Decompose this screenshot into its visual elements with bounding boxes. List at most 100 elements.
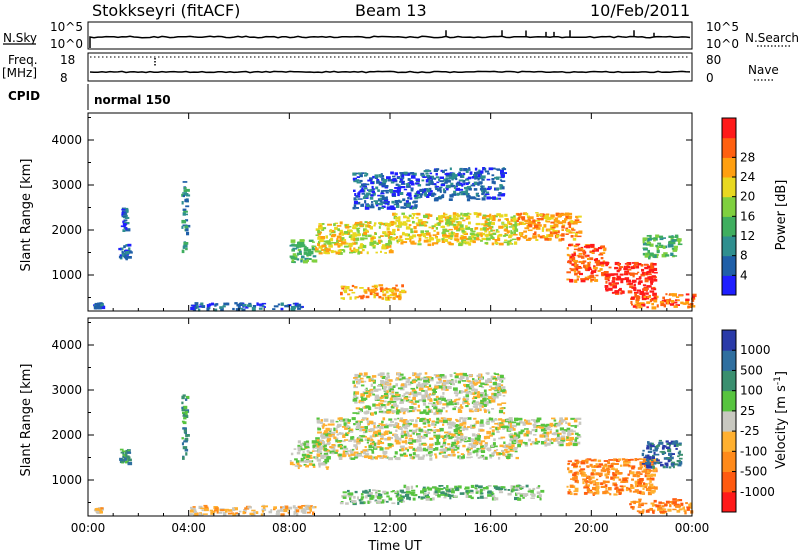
- data-cell: [361, 193, 365, 195]
- data-cell: [380, 240, 383, 243]
- data-cell: [641, 480, 644, 483]
- data-cell: [428, 179, 433, 182]
- data-cell: [363, 187, 368, 190]
- data-cell: [181, 201, 184, 205]
- data-cell: [428, 226, 432, 229]
- data-cell: [499, 186, 502, 190]
- data-cell: [432, 234, 437, 237]
- data-cell: [506, 242, 510, 246]
- data-cell: [615, 282, 619, 285]
- data-cell: [474, 437, 478, 440]
- data-cell: [464, 401, 469, 404]
- data-cell: [297, 444, 302, 448]
- data-cell: [504, 239, 508, 242]
- data-cell: [432, 497, 435, 501]
- freq-tick-high: 18: [60, 53, 75, 67]
- data-cell: [501, 386, 506, 389]
- data-cell: [546, 423, 550, 427]
- data-cell: [385, 376, 388, 381]
- data-cell: [402, 411, 406, 415]
- data-cell: [574, 425, 577, 429]
- data-cell: [123, 255, 129, 259]
- data-cell: [591, 469, 596, 472]
- data-cell: [320, 236, 325, 240]
- data-cell: [513, 485, 518, 489]
- data-cell: [364, 221, 368, 224]
- data-cell: [494, 386, 499, 390]
- data-cell: [487, 172, 490, 175]
- data-cell: [536, 218, 542, 220]
- data-cell: [405, 436, 408, 439]
- data-cell: [467, 417, 472, 420]
- data-cell: [458, 171, 461, 174]
- data-cell: [422, 488, 427, 492]
- data-cell: [283, 509, 288, 513]
- data-cell: [427, 424, 431, 427]
- data-cell: [383, 201, 389, 205]
- data-cell: [191, 304, 196, 307]
- data-cell: [514, 489, 518, 491]
- data-cell: [438, 215, 442, 218]
- data-cell: [192, 506, 196, 508]
- data-cell: [384, 235, 388, 237]
- data-cell: [181, 395, 185, 400]
- data-cell: [475, 403, 481, 406]
- data-cell: [578, 230, 583, 234]
- data-cell: [572, 443, 578, 447]
- data-cell: [357, 233, 360, 237]
- data-cell: [500, 380, 504, 383]
- data-cell: [382, 190, 388, 192]
- data-cell: [566, 439, 571, 441]
- data-cell: [494, 241, 499, 244]
- data-cell: [439, 190, 442, 193]
- data-cell: [430, 378, 434, 382]
- data-cell: [356, 382, 361, 385]
- data-cell: [400, 409, 404, 413]
- data-cell: [369, 388, 374, 393]
- data-cell: [603, 271, 609, 274]
- data-cell: [457, 451, 460, 454]
- data-cell: [419, 411, 424, 415]
- data-cell: [340, 419, 343, 423]
- data-cell: [657, 444, 661, 447]
- data-cell: [418, 496, 421, 499]
- data-cell: [474, 487, 478, 490]
- data-cell: [416, 385, 419, 389]
- data-cell: [450, 182, 454, 186]
- data-cell: [514, 226, 517, 229]
- nave-label: Nave: [748, 63, 779, 77]
- data-cell: [470, 424, 476, 427]
- data-cell: [483, 487, 487, 490]
- data-cell: [360, 393, 365, 397]
- data-cell: [626, 279, 630, 283]
- data-cell: [584, 277, 590, 281]
- data-cell: [345, 452, 349, 455]
- data-cell: [426, 174, 431, 178]
- data-cell: [652, 292, 657, 297]
- data-cell: [378, 432, 381, 436]
- data-cell: [493, 451, 497, 454]
- data-cell: [398, 293, 402, 297]
- data-cell: [578, 252, 583, 255]
- data-cell: [527, 217, 532, 220]
- data-cell: [443, 438, 446, 442]
- data-cell: [451, 433, 456, 437]
- data-cell: [353, 197, 356, 201]
- data-cell: [424, 382, 429, 385]
- data-cell: [355, 201, 361, 205]
- data-cell: [343, 422, 347, 426]
- data-cell: [185, 452, 188, 456]
- data-cell: [403, 433, 409, 437]
- data-cell: [454, 435, 458, 438]
- data-cell: [648, 277, 653, 281]
- colorbar-tick-label: 16: [740, 209, 755, 223]
- data-cell: [570, 440, 574, 443]
- data-cell: [384, 406, 387, 409]
- data-cell: [471, 426, 476, 429]
- data-cell: [637, 303, 642, 307]
- data-cell: [465, 178, 470, 181]
- data-cell: [443, 213, 448, 216]
- data-cell: [490, 229, 496, 232]
- data-cell: [461, 214, 465, 217]
- data-cell: [377, 194, 382, 197]
